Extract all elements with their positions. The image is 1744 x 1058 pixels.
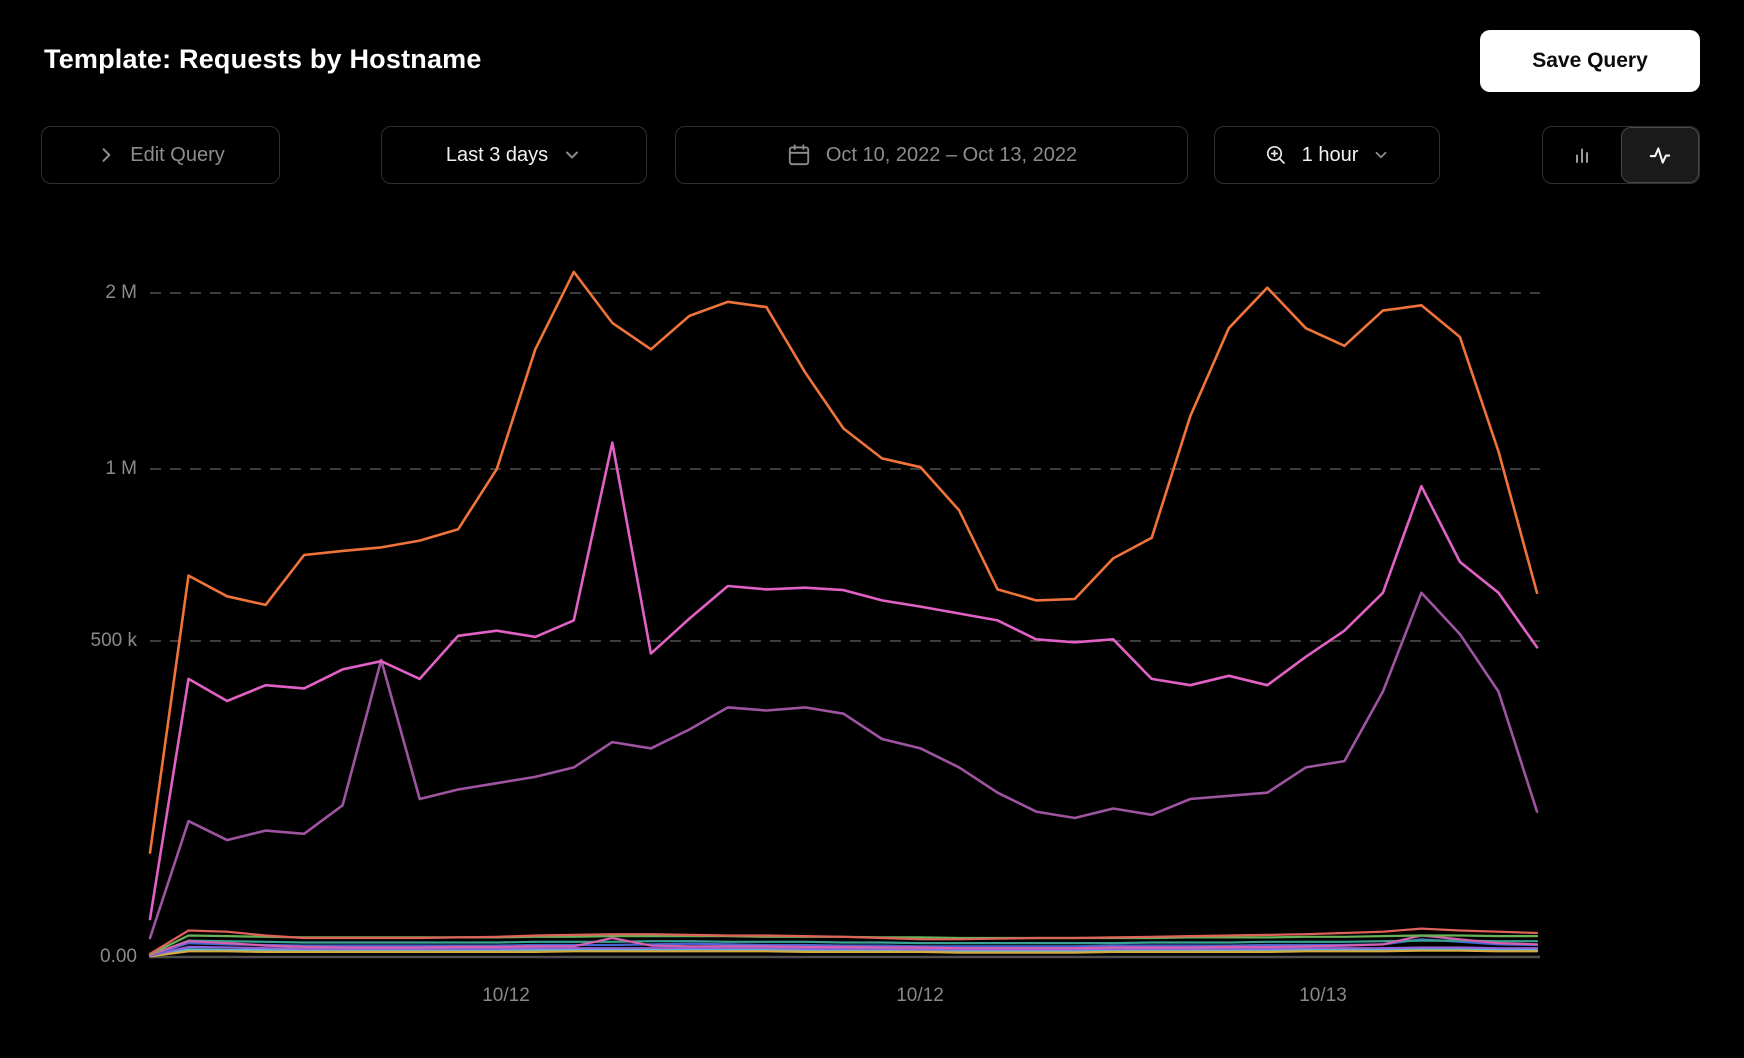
series-line-minor-violet [148, 945, 1539, 957]
interval-label: 1 hour [1301, 143, 1359, 166]
series-line-minor-yellow [148, 949, 1539, 958]
bar-chart-toggle[interactable] [1543, 127, 1621, 183]
bar-chart-icon [1576, 148, 1588, 163]
y-axis-tick-label: 1 M [105, 458, 137, 479]
series-line-orange [148, 270, 1539, 855]
x-axis-tick-label: 10/12 [482, 985, 530, 1006]
series-line-minor-cyan [148, 947, 1539, 957]
edit-query-label: Edit Query [130, 143, 225, 166]
page-title: Template: Requests by Hostname [44, 44, 482, 74]
calendar-icon [788, 144, 809, 166]
y-axis-tick-label: 2 M [105, 282, 137, 303]
line-chart-toggle[interactable] [1621, 127, 1699, 183]
y-axis-tick-label: 0.00 [100, 946, 137, 967]
series-line-minor-salmon [148, 927, 1539, 955]
line-chart-icon [1649, 147, 1671, 164]
x-axis-tick-label: 10/13 [1299, 985, 1347, 1006]
chevron-down-icon [1375, 151, 1387, 159]
series-line-purple [148, 591, 1539, 940]
time-range-label: Last 3 days [445, 143, 549, 166]
date-range-label: Oct 10, 2022 – Oct 13, 2022 [825, 143, 1078, 166]
date-range-picker[interactable]: Oct 10, 2022 – Oct 13, 2022 [675, 126, 1188, 184]
series-line-minor-blue [148, 938, 1539, 957]
series-line-minor-pink [148, 934, 1539, 957]
interval-dropdown[interactable]: 1 hour [1214, 126, 1440, 184]
x-axis-tick-label: 10/12 [896, 985, 944, 1006]
y-axis-tick-label: 500 k [90, 630, 137, 651]
chevron-down-icon [566, 151, 579, 159]
edit-query-button[interactable]: Edit Query [41, 126, 280, 184]
save-query-button[interactable]: Save Query [1480, 30, 1700, 92]
time-range-dropdown[interactable]: Last 3 days [381, 126, 647, 184]
chart-type-toggle [1542, 126, 1700, 184]
series-line-magenta [148, 441, 1539, 921]
zoom-in-icon [1266, 145, 1285, 164]
series-line-minor-teal [148, 939, 1539, 957]
chevron-right-icon [102, 148, 111, 162]
